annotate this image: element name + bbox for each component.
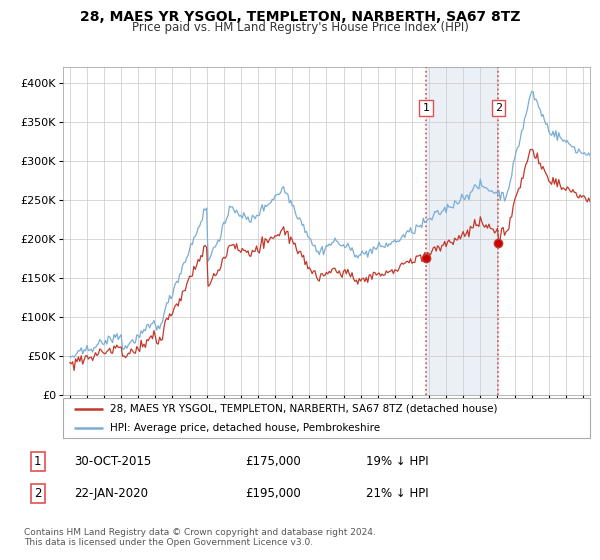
Text: 2: 2	[34, 487, 41, 500]
Text: 21% ↓ HPI: 21% ↓ HPI	[366, 487, 429, 500]
Text: 22-JAN-2020: 22-JAN-2020	[74, 487, 148, 500]
Text: 1: 1	[422, 103, 430, 113]
Text: £175,000: £175,000	[245, 455, 301, 468]
Bar	[426, 67, 499, 395]
Text: Price paid vs. HM Land Registry's House Price Index (HPI): Price paid vs. HM Land Registry's House …	[131, 21, 469, 34]
FancyBboxPatch shape	[63, 398, 590, 438]
Text: £195,000: £195,000	[245, 487, 301, 500]
Text: 1: 1	[34, 455, 41, 468]
Text: Contains HM Land Registry data © Crown copyright and database right 2024.
This d: Contains HM Land Registry data © Crown c…	[24, 528, 376, 547]
Text: 2: 2	[495, 103, 502, 113]
Text: 30-OCT-2015: 30-OCT-2015	[74, 455, 151, 468]
Text: 19% ↓ HPI: 19% ↓ HPI	[366, 455, 429, 468]
Text: HPI: Average price, detached house, Pembrokeshire: HPI: Average price, detached house, Pemb…	[110, 423, 380, 433]
Text: 28, MAES YR YSGOL, TEMPLETON, NARBERTH, SA67 8TZ: 28, MAES YR YSGOL, TEMPLETON, NARBERTH, …	[80, 10, 520, 24]
Text: 28, MAES YR YSGOL, TEMPLETON, NARBERTH, SA67 8TZ (detached house): 28, MAES YR YSGOL, TEMPLETON, NARBERTH, …	[110, 404, 498, 414]
